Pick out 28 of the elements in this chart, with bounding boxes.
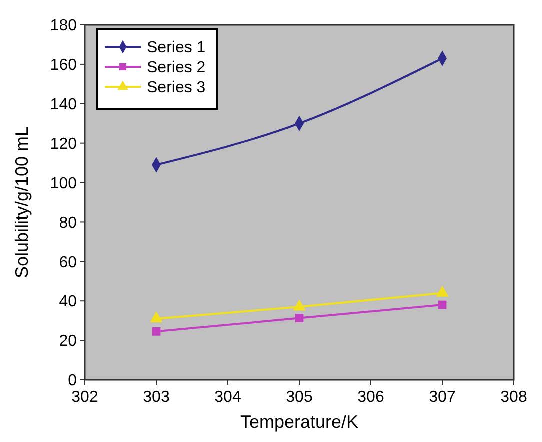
point	[293, 300, 306, 311]
point	[436, 286, 449, 297]
y-tick-label: 60	[59, 254, 78, 272]
legend-label: Series 2	[147, 60, 206, 77]
y-tick-label: 120	[50, 136, 78, 153]
point	[295, 314, 304, 322]
x-axis-title: Temperature/K	[240, 412, 359, 432]
x-tick-label: 302	[72, 389, 98, 406]
y-tick-label: 0	[68, 372, 78, 390]
x-tick-label: 304	[214, 389, 242, 406]
point	[152, 328, 161, 336]
y-tick-label: 40	[59, 294, 78, 311]
x-tick-label: 306	[358, 389, 384, 406]
x-tick-label: 307	[429, 389, 456, 406]
point	[438, 300, 447, 310]
x-tick-label: 308	[500, 389, 528, 406]
y-tick-label: 80	[59, 214, 78, 232]
legend-label: Series 1	[147, 40, 206, 57]
x-tick-label: 305	[286, 389, 313, 406]
legend-label: Series 3	[147, 80, 206, 97]
y-tick-label: 160	[50, 57, 78, 74]
y-tick-label: 140	[50, 96, 78, 114]
x-tick-label: 303	[143, 389, 170, 406]
point	[150, 312, 163, 323]
y-tick-label: 20	[59, 333, 78, 350]
y-tick-label: 180	[50, 18, 78, 35]
y-axis-title: Solubility/g/100 mL	[12, 126, 32, 279]
y-tick-label: 100	[50, 175, 78, 192]
